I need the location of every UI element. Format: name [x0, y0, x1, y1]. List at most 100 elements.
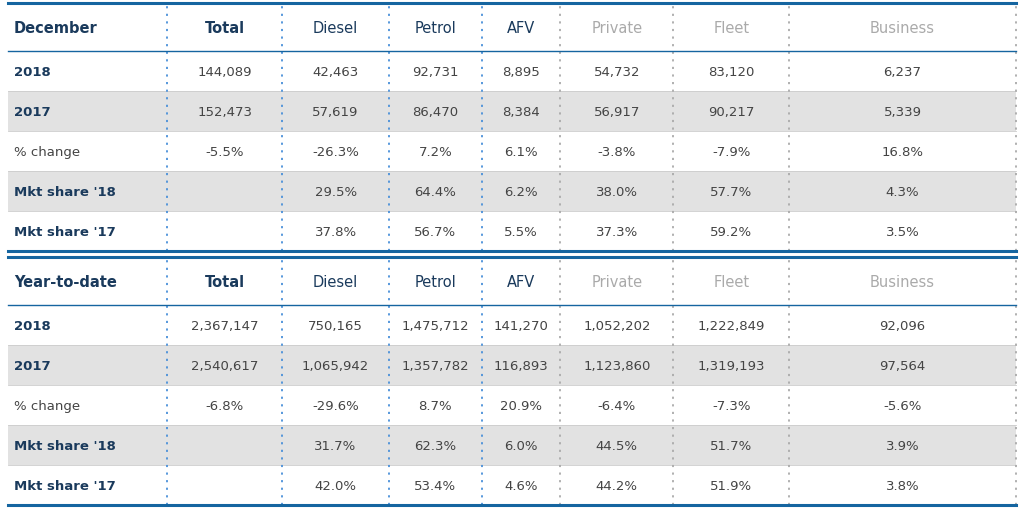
- Text: 62.3%: 62.3%: [415, 439, 457, 451]
- Text: 6.2%: 6.2%: [504, 185, 538, 198]
- Text: 57,619: 57,619: [312, 105, 358, 119]
- Text: Business: Business: [870, 274, 935, 289]
- Text: 1,222,849: 1,222,849: [697, 319, 765, 332]
- Text: 92,096: 92,096: [880, 319, 926, 332]
- Text: AFV: AFV: [507, 21, 536, 36]
- Text: Diesel: Diesel: [313, 21, 358, 36]
- Text: 4.6%: 4.6%: [505, 478, 538, 492]
- Text: Total: Total: [205, 274, 245, 289]
- Text: -29.6%: -29.6%: [312, 399, 359, 412]
- Text: 31.7%: 31.7%: [314, 439, 356, 451]
- Bar: [8, 212, 1016, 251]
- Text: 16.8%: 16.8%: [882, 146, 924, 158]
- Text: -7.9%: -7.9%: [712, 146, 751, 158]
- Text: 29.5%: 29.5%: [314, 185, 356, 198]
- Text: 152,473: 152,473: [198, 105, 252, 119]
- Text: % change: % change: [14, 146, 80, 158]
- Text: 51.9%: 51.9%: [711, 478, 753, 492]
- Text: 54,732: 54,732: [594, 66, 640, 79]
- Text: 83,120: 83,120: [708, 66, 755, 79]
- Text: AFV: AFV: [507, 274, 536, 289]
- Text: Mkt share '17: Mkt share '17: [14, 225, 116, 238]
- Text: 141,270: 141,270: [494, 319, 549, 332]
- Text: Private: Private: [591, 274, 642, 289]
- Text: 4.3%: 4.3%: [886, 185, 920, 198]
- Text: 8,384: 8,384: [502, 105, 540, 119]
- Bar: [8, 52, 1016, 92]
- Text: Year-to-date: Year-to-date: [14, 274, 117, 289]
- Bar: [8, 258, 1016, 306]
- Text: -7.3%: -7.3%: [712, 399, 751, 412]
- Text: 51.7%: 51.7%: [710, 439, 753, 451]
- Text: 56.7%: 56.7%: [415, 225, 457, 238]
- Text: 97,564: 97,564: [880, 359, 926, 372]
- Text: 5,339: 5,339: [884, 105, 922, 119]
- Text: 1,475,712: 1,475,712: [401, 319, 469, 332]
- Text: Private: Private: [591, 21, 642, 36]
- Text: 2,367,147: 2,367,147: [190, 319, 258, 332]
- Text: 44.5%: 44.5%: [596, 439, 638, 451]
- Text: Fleet: Fleet: [713, 21, 750, 36]
- Text: -5.6%: -5.6%: [884, 399, 922, 412]
- Text: 8,895: 8,895: [502, 66, 540, 79]
- Text: -26.3%: -26.3%: [312, 146, 359, 158]
- Text: 2018: 2018: [14, 66, 51, 79]
- Text: 6,237: 6,237: [884, 66, 922, 79]
- Text: 2,540,617: 2,540,617: [191, 359, 258, 372]
- Bar: [8, 306, 1016, 346]
- Bar: [8, 132, 1016, 172]
- Bar: [8, 172, 1016, 212]
- Text: 2017: 2017: [14, 105, 50, 119]
- Text: Diesel: Diesel: [313, 274, 358, 289]
- Text: Petrol: Petrol: [415, 21, 457, 36]
- Text: 1,123,860: 1,123,860: [583, 359, 650, 372]
- Text: 59.2%: 59.2%: [711, 225, 753, 238]
- Text: 2017: 2017: [14, 359, 50, 372]
- Text: -6.8%: -6.8%: [206, 399, 244, 412]
- Text: -6.4%: -6.4%: [598, 399, 636, 412]
- Text: 90,217: 90,217: [708, 105, 755, 119]
- Text: 7.2%: 7.2%: [419, 146, 453, 158]
- Text: 1,357,782: 1,357,782: [401, 359, 469, 372]
- Text: 1,319,193: 1,319,193: [697, 359, 765, 372]
- Text: Mkt share '17: Mkt share '17: [14, 478, 116, 492]
- Text: 144,089: 144,089: [198, 66, 252, 79]
- Text: 2018: 2018: [14, 319, 51, 332]
- Text: 6.1%: 6.1%: [504, 146, 538, 158]
- Text: 86,470: 86,470: [413, 105, 459, 119]
- Text: 3.8%: 3.8%: [886, 478, 920, 492]
- Text: 20.9%: 20.9%: [500, 399, 542, 412]
- Text: Fleet: Fleet: [713, 274, 750, 289]
- Text: -5.5%: -5.5%: [206, 146, 244, 158]
- Text: 44.2%: 44.2%: [596, 478, 638, 492]
- Text: 37.3%: 37.3%: [596, 225, 638, 238]
- Text: Mkt share '18: Mkt share '18: [14, 439, 116, 451]
- Text: 6.0%: 6.0%: [505, 439, 538, 451]
- Text: 750,165: 750,165: [308, 319, 364, 332]
- Bar: [8, 465, 1016, 505]
- Bar: [8, 4, 1016, 52]
- Text: 116,893: 116,893: [494, 359, 549, 372]
- Text: % change: % change: [14, 399, 80, 412]
- Bar: [8, 426, 1016, 465]
- Text: 42.0%: 42.0%: [314, 478, 356, 492]
- Text: Business: Business: [870, 21, 935, 36]
- Text: 56,917: 56,917: [594, 105, 640, 119]
- Text: 3.9%: 3.9%: [886, 439, 920, 451]
- Text: December: December: [14, 21, 97, 36]
- Text: 42,463: 42,463: [312, 66, 358, 79]
- Text: Petrol: Petrol: [415, 274, 457, 289]
- Bar: [8, 346, 1016, 385]
- Bar: [8, 92, 1016, 132]
- Text: 8.7%: 8.7%: [419, 399, 453, 412]
- Text: Total: Total: [205, 21, 245, 36]
- Text: 1,052,202: 1,052,202: [583, 319, 650, 332]
- Text: 37.8%: 37.8%: [314, 225, 356, 238]
- Bar: [8, 385, 1016, 426]
- Text: Mkt share '18: Mkt share '18: [14, 185, 116, 198]
- Text: 57.7%: 57.7%: [710, 185, 753, 198]
- Text: 64.4%: 64.4%: [415, 185, 457, 198]
- Text: -3.8%: -3.8%: [598, 146, 636, 158]
- Text: 92,731: 92,731: [412, 66, 459, 79]
- Text: 38.0%: 38.0%: [596, 185, 638, 198]
